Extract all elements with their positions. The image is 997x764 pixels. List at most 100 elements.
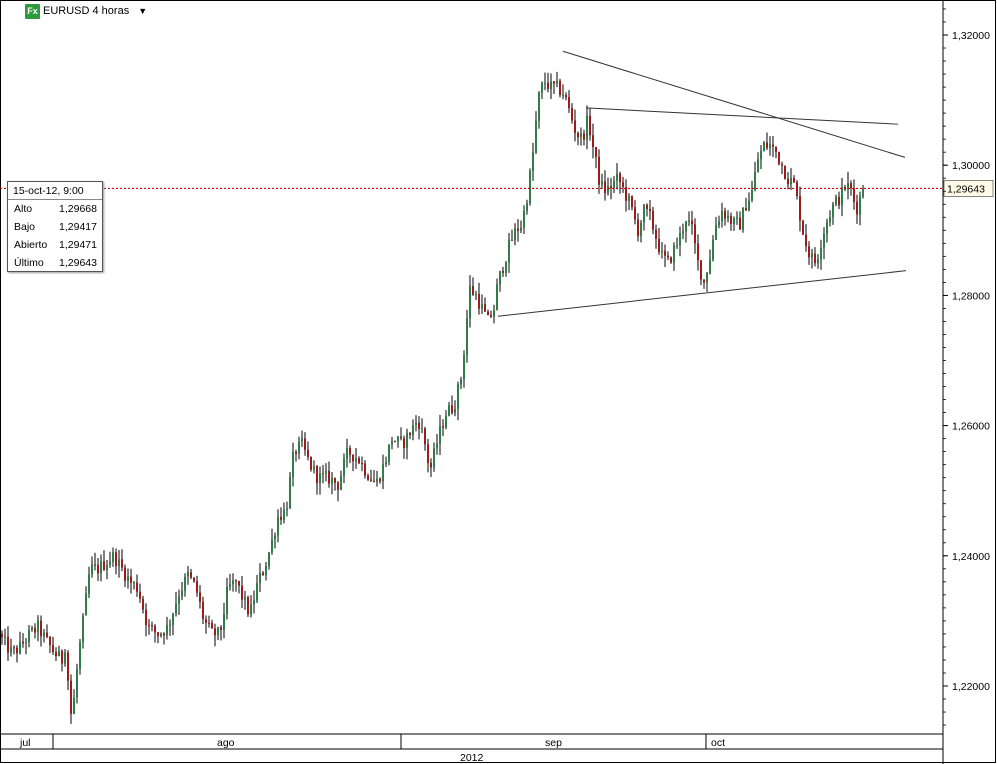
candle[interactable] — [502, 266, 504, 277]
candle[interactable] — [415, 415, 417, 432]
candle[interactable] — [814, 247, 816, 267]
candle[interactable] — [760, 144, 762, 170]
candle[interactable] — [661, 242, 663, 259]
candle[interactable] — [421, 418, 423, 434]
candle[interactable] — [82, 613, 84, 649]
candle[interactable] — [49, 635, 51, 654]
candle[interactable] — [532, 142, 534, 181]
candle[interactable] — [268, 551, 270, 570]
candle[interactable] — [796, 180, 798, 200]
candle[interactable] — [265, 561, 267, 581]
candle[interactable] — [148, 618, 150, 635]
candle[interactable] — [208, 615, 210, 628]
candle[interactable] — [823, 227, 825, 260]
candle[interactable] — [811, 248, 813, 269]
candle[interactable] — [61, 649, 63, 672]
candle[interactable] — [748, 192, 750, 212]
candle[interactable] — [34, 623, 36, 639]
candle[interactable] — [190, 568, 192, 580]
candle[interactable] — [655, 224, 657, 249]
candle[interactable] — [199, 585, 201, 609]
candle[interactable] — [325, 463, 327, 482]
candle[interactable] — [124, 564, 126, 587]
candle[interactable] — [754, 161, 756, 192]
candle[interactable] — [598, 149, 600, 194]
candle[interactable] — [64, 649, 66, 667]
candle[interactable] — [583, 129, 585, 146]
candle[interactable] — [238, 580, 240, 594]
candle[interactable] — [331, 472, 333, 495]
candle[interactable] — [688, 211, 690, 227]
candle[interactable] — [223, 602, 225, 639]
candle[interactable] — [241, 576, 243, 609]
candle[interactable] — [622, 176, 624, 193]
candle[interactable] — [355, 447, 357, 469]
candle[interactable] — [361, 456, 363, 472]
candle[interactable] — [193, 577, 195, 583]
candle[interactable] — [448, 402, 450, 417]
candle[interactable] — [226, 577, 228, 620]
candle[interactable] — [256, 574, 258, 603]
candle[interactable] — [370, 469, 372, 483]
candle[interactable] — [76, 663, 78, 704]
candle[interactable] — [109, 551, 111, 568]
candle[interactable] — [526, 199, 528, 215]
candle[interactable] — [346, 438, 348, 468]
candle[interactable] — [856, 194, 858, 224]
candle[interactable] — [253, 590, 255, 614]
symbol-bar[interactable]: Fx EURUSD 4 horas ▼ — [25, 3, 147, 19]
candle[interactable] — [10, 638, 12, 657]
candle[interactable] — [694, 218, 696, 254]
candle[interactable] — [43, 628, 45, 643]
candle[interactable] — [142, 595, 144, 614]
candle[interactable] — [505, 260, 507, 277]
candle[interactable] — [850, 180, 852, 196]
candle[interactable] — [481, 294, 483, 314]
candle[interactable] — [766, 132, 768, 151]
candle[interactable] — [793, 175, 795, 183]
candle[interactable] — [625, 179, 627, 212]
candle[interactable] — [91, 556, 93, 578]
candle[interactable] — [427, 438, 429, 473]
candle[interactable] — [175, 591, 177, 617]
candle[interactable] — [358, 456, 360, 465]
candle[interactable] — [196, 575, 198, 597]
candle[interactable] — [607, 177, 609, 196]
candle[interactable] — [529, 168, 531, 206]
candle[interactable] — [316, 464, 318, 495]
candle[interactable] — [88, 566, 90, 599]
candle[interactable] — [391, 436, 393, 450]
candle[interactable] — [715, 216, 717, 241]
candle[interactable] — [805, 224, 807, 252]
candle[interactable] — [367, 473, 369, 481]
candle[interactable] — [601, 173, 603, 189]
candle[interactable] — [589, 108, 591, 141]
candle[interactable] — [571, 103, 573, 124]
candle[interactable] — [820, 239, 822, 270]
candle[interactable] — [580, 127, 582, 146]
candle[interactable] — [307, 441, 309, 461]
candle[interactable] — [310, 456, 312, 472]
candle[interactable] — [709, 249, 711, 275]
candle[interactable] — [472, 277, 474, 296]
candle[interactable] — [73, 689, 75, 715]
candle[interactable] — [403, 435, 405, 459]
candle[interactable] — [409, 431, 411, 440]
candle[interactable] — [613, 176, 615, 194]
candle[interactable] — [763, 140, 765, 152]
candle[interactable] — [565, 92, 567, 101]
candle[interactable] — [562, 84, 564, 100]
candle[interactable] — [634, 200, 636, 225]
candle[interactable] — [274, 532, 276, 549]
candle[interactable] — [652, 207, 654, 235]
candle[interactable] — [718, 215, 720, 229]
candle[interactable] — [145, 603, 147, 637]
candle[interactable] — [340, 470, 342, 491]
candle[interactable] — [691, 210, 693, 235]
candle[interactable] — [493, 304, 495, 324]
candle[interactable] — [745, 197, 747, 211]
candle[interactable] — [118, 549, 120, 578]
candle[interactable] — [163, 632, 165, 645]
candle[interactable] — [289, 472, 291, 509]
